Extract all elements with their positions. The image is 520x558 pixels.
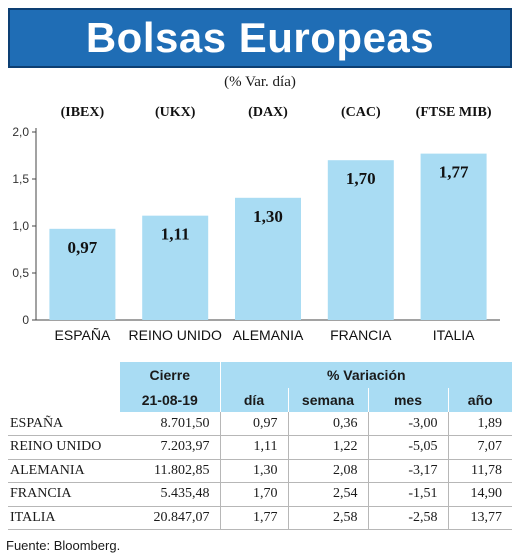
title-banner: Bolsas Europeas: [8, 8, 512, 68]
row-mes: -1,51: [367, 482, 448, 507]
row-cierre: 20.847,07: [120, 506, 220, 530]
header-dia: día: [219, 388, 288, 412]
bar: [142, 215, 209, 320]
row-mes: -3,00: [367, 412, 448, 436]
bar-value-label: 1,30: [253, 207, 283, 226]
row-mes: -5,05: [367, 435, 448, 460]
row-semana: 2,08: [287, 459, 368, 483]
row-name: FRANCIA: [8, 482, 120, 507]
row-mes: -3,17: [367, 459, 448, 483]
row-dia: 1,11: [219, 435, 288, 460]
row-name: REINO UNIDO: [8, 435, 120, 460]
y-tick-label: 0,5: [12, 266, 29, 280]
row-cierre: 8.701,50: [120, 412, 220, 436]
table-corner-2: [8, 388, 120, 412]
index-label: (UKX): [155, 105, 196, 120]
x-category-label: REINO UNIDO: [129, 327, 222, 343]
table-row: REINO UNIDO 7.203,97 1,11 1,22 -5,05 7,0…: [8, 435, 512, 460]
row-semana: 2,54: [287, 482, 368, 507]
index-label: (CAC): [341, 105, 381, 120]
bar-value-label: 0,97: [68, 238, 98, 257]
row-ano: 1,89: [447, 412, 512, 436]
y-tick-label: 1,0: [12, 219, 29, 233]
table-row: ALEMANIA 11.802,85 1,30 2,08 -3,17 11,78: [8, 459, 512, 483]
bar: [327, 160, 394, 320]
index-label: (IBEX): [61, 105, 105, 120]
row-cierre: 11.802,85: [120, 459, 220, 483]
row-semana: 1,22: [287, 435, 368, 460]
chart-title: Bolsas Europeas: [85, 14, 435, 61]
chart-subtitle: (% Var. día): [224, 74, 296, 90]
row-dia: 1,70: [219, 482, 288, 507]
table-row: ITALIA 20.847,07 1,77 2,58 -2,58 13,77: [8, 506, 512, 530]
x-category-label: FRANCIA: [330, 327, 392, 343]
bar: [235, 197, 301, 320]
row-mes: -2,58: [367, 506, 448, 530]
row-cierre: 5.435,48: [120, 482, 220, 507]
x-category-label: ITALIA: [433, 327, 475, 343]
index-label: (FTSE MIB): [416, 105, 492, 120]
row-semana: 2,58: [287, 506, 368, 530]
bar-chart: 0 0,5 1,0 1,5 2,0 0,97 ESPAÑA (IBEX) 1,11 REINO U…: [12, 105, 500, 343]
header-cierre: Cierre: [120, 362, 220, 388]
bar-value-label: 1,11: [161, 225, 190, 244]
index-label: (DAX): [248, 105, 288, 120]
row-name: ITALIA: [8, 506, 120, 530]
bar: [49, 228, 116, 320]
table-row: FRANCIA 5.435,48 1,70 2,54 -1,51 14,90: [8, 482, 512, 507]
source-note: Fuente: Bloomberg.: [6, 538, 121, 553]
row-ano: 7,07: [447, 435, 512, 460]
header-mes: mes: [367, 388, 448, 412]
y-tick-label: 0: [22, 313, 29, 327]
row-dia: 1,77: [219, 506, 288, 530]
row-name: ESPAÑA: [8, 412, 120, 436]
row-semana: 0,36: [287, 412, 368, 436]
header-date: 21-08-19: [120, 388, 220, 412]
bar-value-label: 1,77: [439, 163, 469, 182]
x-category-label: ALEMANIA: [233, 327, 304, 343]
row-cierre: 7.203,97: [120, 435, 220, 460]
row-dia: 1,30: [219, 459, 288, 483]
header-variacion: % Variación: [219, 362, 512, 388]
row-ano: 13,77: [447, 506, 512, 530]
header-ano: año: [447, 388, 512, 412]
header-semana: semana: [287, 388, 368, 412]
y-tick-label: 2,0: [12, 125, 29, 139]
y-tick-label: 1,5: [12, 172, 29, 186]
table-row: ESPAÑA 8.701,50 0,97 0,36 -3,00 1,89: [8, 412, 512, 436]
row-ano: 11,78: [447, 459, 512, 483]
table-corner: [8, 362, 120, 388]
row-ano: 14,90: [447, 482, 512, 507]
x-category-label: ESPAÑA: [55, 327, 111, 343]
bar-value-label: 1,70: [346, 169, 376, 188]
row-dia: 0,97: [219, 412, 288, 436]
bar: [420, 153, 487, 320]
data-table: Cierre % Variación 21-08-19 día semana m…: [8, 362, 512, 530]
row-name: ALEMANIA: [8, 459, 120, 483]
